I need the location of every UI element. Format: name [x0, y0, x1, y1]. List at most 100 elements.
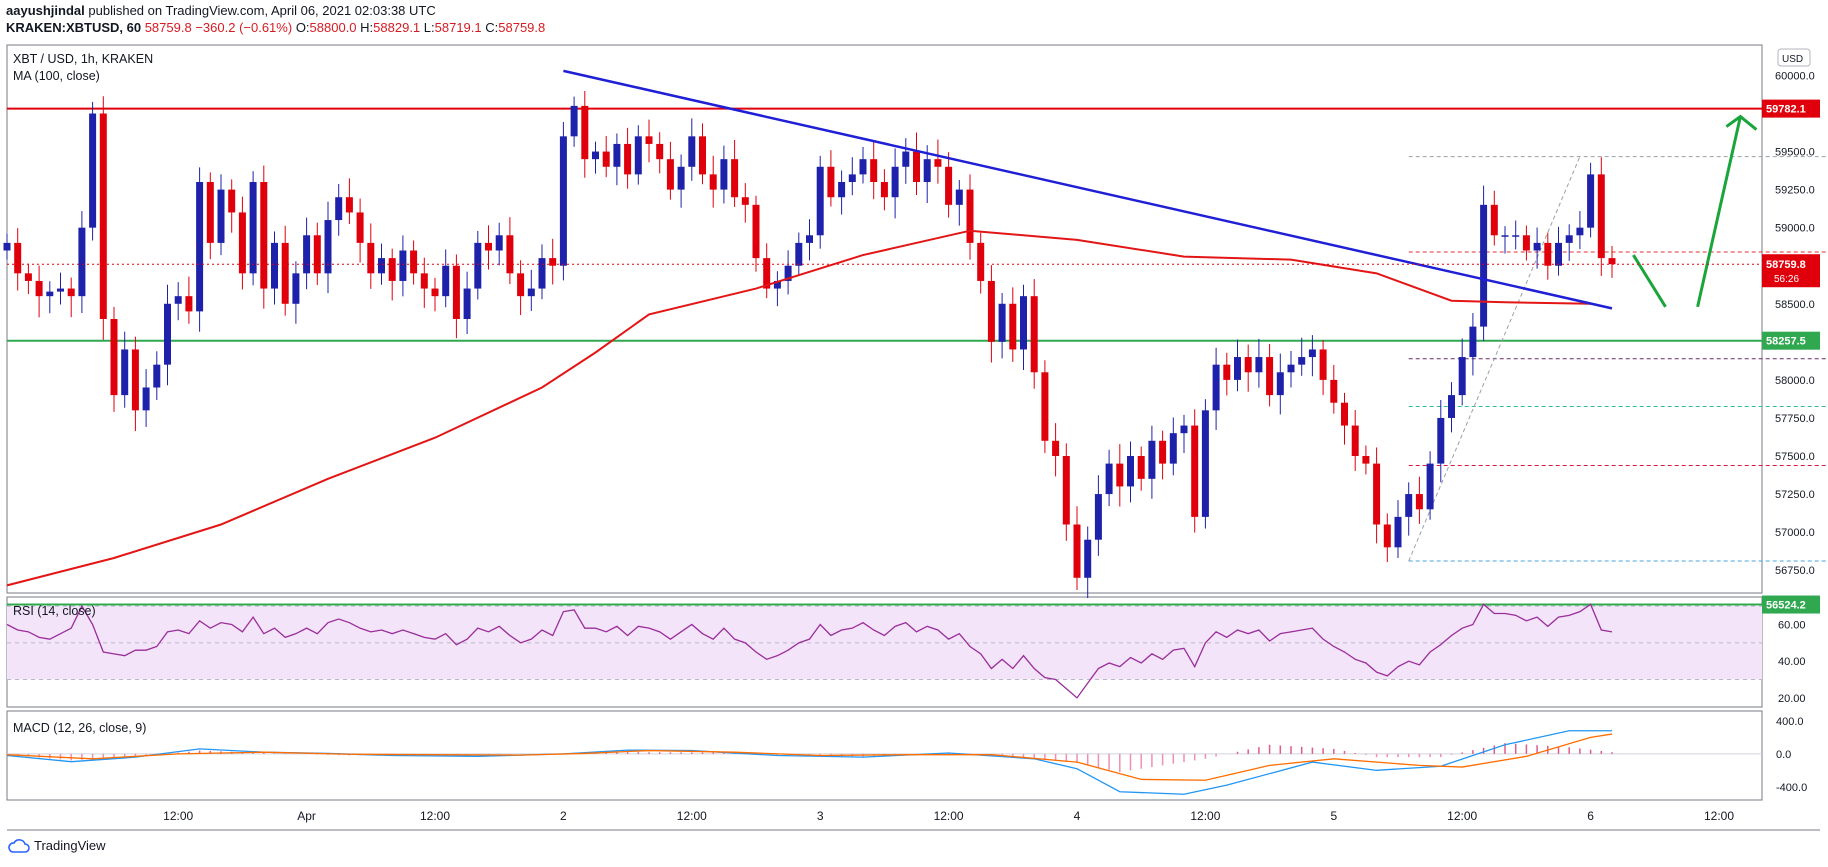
- candle-body: [1127, 456, 1134, 487]
- candle-body: [1415, 494, 1423, 510]
- close-value: 58759.8: [498, 20, 546, 35]
- candle-body: [559, 136, 567, 266]
- candle-body: [934, 159, 942, 167]
- price-axis-tick: 59250.0: [1775, 185, 1815, 197]
- time-axis-tick: 5: [1330, 809, 1337, 823]
- pair-legend[interactable]: XBT / USD, 1h, KRAKEN: [13, 52, 154, 66]
- candle-body: [1458, 357, 1466, 396]
- macd-axis-tick: 400.0: [1776, 716, 1804, 728]
- level-price-label: 59782.1: [1766, 104, 1806, 116]
- close-label: C:: [485, 20, 499, 35]
- candle-body: [1330, 379, 1338, 403]
- candle-body: [1116, 463, 1124, 487]
- candle-body: [78, 227, 86, 297]
- candle-body: [1405, 494, 1413, 517]
- level-price-label: 56524.2: [1766, 600, 1806, 612]
- level-price-tag: [1762, 331, 1820, 350]
- candle-body: [238, 212, 246, 274]
- candle-body: [281, 242, 289, 304]
- publish-info: published on TradingView.com, April 06, …: [88, 3, 436, 18]
- candle-body: [838, 182, 846, 198]
- candle-body: [506, 235, 514, 274]
- candle-body: [880, 182, 888, 198]
- candle-body: [763, 258, 771, 289]
- candle-body: [592, 151, 599, 160]
- candle-body: [1576, 227, 1584, 236]
- time-axis-tick: 12:00: [1447, 809, 1477, 823]
- candle-body: [773, 280, 781, 289]
- candle-body: [388, 258, 396, 281]
- tradingview-cloud-icon: [8, 838, 30, 853]
- candle-body: [549, 258, 557, 266]
- candle-body: [121, 349, 129, 396]
- rsi-legend[interactable]: RSI (14, close): [13, 604, 96, 618]
- author-name[interactable]: aayushjindal: [6, 3, 85, 18]
- candle-body: [527, 288, 535, 297]
- candle-body: [324, 220, 332, 274]
- candle-body: [1094, 494, 1102, 540]
- candle-body: [452, 265, 460, 319]
- candle-body: [1362, 456, 1370, 464]
- candle-body: [1469, 326, 1477, 358]
- candle-body: [1448, 395, 1455, 418]
- candle-body: [784, 265, 792, 281]
- candle-body: [752, 204, 760, 259]
- candle-body: [1512, 235, 1520, 237]
- candle-body: [1308, 349, 1316, 358]
- open-label: O:: [295, 20, 310, 35]
- price-axis-tick: 57500.0: [1775, 451, 1815, 463]
- time-axis-tick: 12:00: [677, 809, 707, 823]
- price-axis-tick: 57750.0: [1775, 413, 1815, 425]
- price-axis-tick: 58000.0: [1775, 375, 1815, 387]
- candle-body: [313, 235, 321, 274]
- bearish-trend-line: [563, 69, 1613, 310]
- candle-body: [538, 258, 546, 289]
- candle-body: [581, 105, 589, 160]
- main-pane-frame: [6, 44, 1763, 594]
- rsi-band: [7, 606, 1762, 680]
- candle-body: [99, 113, 107, 319]
- candle-body: [485, 242, 492, 251]
- candle-body: [1052, 440, 1060, 456]
- level-price-tag: [1762, 99, 1820, 118]
- candle-body: [1030, 296, 1038, 373]
- candle-body: [966, 189, 974, 243]
- rsi-axis-tick: 60.00: [1778, 620, 1806, 632]
- candle-body: [1565, 235, 1573, 243]
- tradingview-brand: TradingView: [34, 838, 106, 853]
- fib-anchor-line: [1408, 156, 1581, 562]
- candle-body: [1394, 516, 1402, 548]
- time-axis-tick: 3: [817, 809, 824, 823]
- candle-body: [1062, 456, 1070, 525]
- time-axis-tick: 6: [1587, 809, 1594, 823]
- candle-body: [1137, 456, 1145, 479]
- candle-body: [998, 303, 1006, 342]
- candle-body: [1041, 372, 1049, 441]
- candle-body: [613, 143, 621, 167]
- last-price-tag: [1762, 254, 1820, 288]
- macd-signal-line: [6, 733, 1613, 781]
- candle-body: [174, 296, 182, 304]
- candle-body: [1490, 204, 1498, 236]
- candle-body: [1608, 258, 1616, 265]
- macd-legend[interactable]: MACD (12, 26, close, 9): [13, 721, 147, 735]
- candle-body: [196, 182, 204, 312]
- candle-body: [303, 235, 311, 274]
- price-axis-tick: 57250.0: [1775, 489, 1815, 501]
- currency-label: USD: [1782, 54, 1803, 65]
- ma-legend[interactable]: MA (100, close): [13, 69, 100, 83]
- price-axis-tick: 60000.0: [1775, 70, 1815, 82]
- candle-body: [1255, 357, 1263, 373]
- tradingview-watermark[interactable]: TradingView: [8, 838, 106, 853]
- candle-body: [1169, 433, 1177, 464]
- candle-body: [602, 151, 610, 167]
- candle-body: [731, 159, 739, 198]
- open-value: 58800.0: [309, 20, 357, 35]
- candle-body: [913, 151, 920, 182]
- candle-body: [859, 159, 867, 175]
- high-value: 58829.1: [373, 20, 421, 35]
- currency-badge: [1777, 48, 1811, 67]
- candle-body: [1426, 463, 1434, 510]
- candle-body: [1544, 242, 1552, 266]
